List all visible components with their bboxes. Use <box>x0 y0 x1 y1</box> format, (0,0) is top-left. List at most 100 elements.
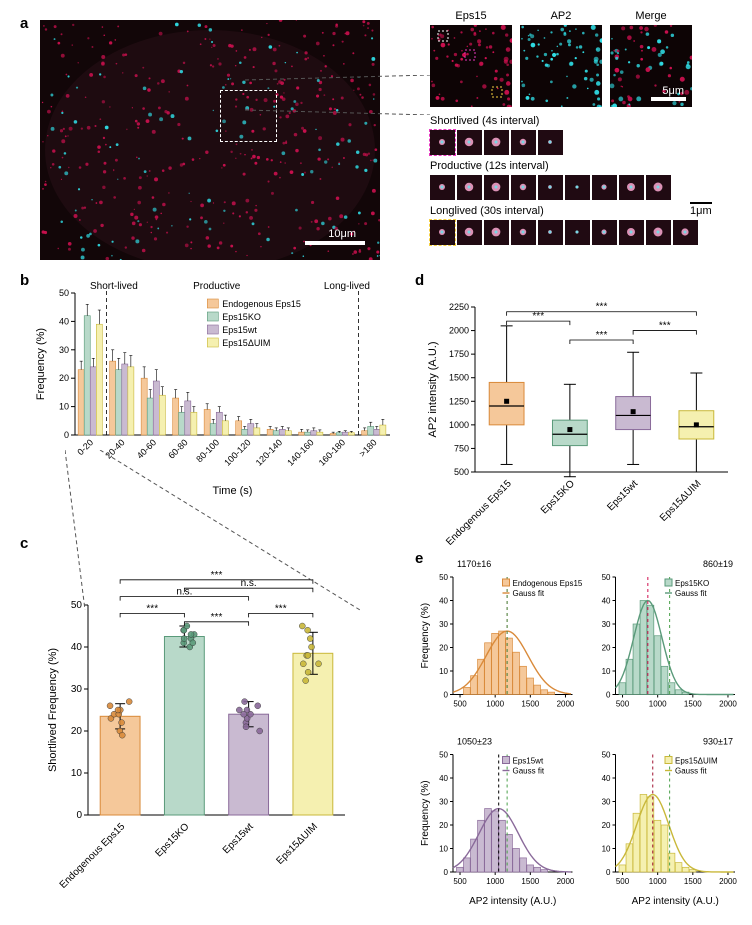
figure-root: a 10μm Eps15 AP2 Merge 5μm Shortlived (4… <box>10 10 742 915</box>
svg-text:20: 20 <box>602 821 611 830</box>
panel-b-label: b <box>20 272 29 289</box>
svg-text:1000: 1000 <box>649 877 667 886</box>
svg-text:10: 10 <box>59 402 69 412</box>
svg-text:1000: 1000 <box>649 700 667 709</box>
svg-text:40: 40 <box>59 316 69 326</box>
main-scale-bar <box>305 241 365 245</box>
svg-text:20: 20 <box>439 821 448 830</box>
box-plot: 500750100012501500175020002250AP2 intens… <box>420 272 740 547</box>
svg-text:Long-lived: Long-lived <box>324 281 370 292</box>
svg-text:***: *** <box>532 311 544 322</box>
connector-lines <box>245 75 430 115</box>
svg-text:1500: 1500 <box>521 877 539 886</box>
svg-text:1250: 1250 <box>449 396 469 406</box>
zoom-eps15 <box>430 25 512 107</box>
svg-text:Eps15wt: Eps15wt <box>605 478 640 513</box>
svg-text:AP2 intensity (A.U.): AP2 intensity (A.U.) <box>632 896 719 907</box>
microscopy-main-image: 10μm <box>40 20 380 260</box>
zoom-label-eps15: Eps15 <box>430 10 512 22</box>
frames-productive <box>430 175 671 200</box>
svg-text:0: 0 <box>444 691 449 700</box>
row1-label: Shortlived (4s interval) <box>430 115 539 127</box>
svg-text:40: 40 <box>439 774 448 783</box>
svg-text:0: 0 <box>606 868 611 877</box>
svg-text:20: 20 <box>71 726 83 737</box>
svg-text:Eps15KO: Eps15KO <box>222 312 261 322</box>
svg-text:30: 30 <box>71 684 83 695</box>
svg-text:930±17: 930±17 <box>703 737 733 747</box>
svg-text:50: 50 <box>602 751 611 760</box>
zoom-scale-bar <box>651 97 686 101</box>
svg-text:1170±16: 1170±16 <box>457 559 491 569</box>
svg-text:Frequency (%): Frequency (%) <box>420 780 431 846</box>
zoom-label-ap2: AP2 <box>520 10 602 22</box>
svg-text:Shortlived Frequency (%): Shortlived Frequency (%) <box>47 648 59 772</box>
svg-text:Eps15ΔUIM: Eps15ΔUIM <box>658 478 704 524</box>
svg-text:***: *** <box>596 302 608 313</box>
svg-text:40: 40 <box>71 642 83 653</box>
svg-text:50: 50 <box>439 751 448 760</box>
svg-text:Eps15wt: Eps15wt <box>221 821 256 856</box>
svg-text:40: 40 <box>602 597 611 606</box>
svg-text:0: 0 <box>444 868 449 877</box>
svg-text:Eps15ΔUIM: Eps15ΔUIM <box>222 338 270 348</box>
svg-text:1500: 1500 <box>449 373 469 383</box>
svg-text:20: 20 <box>59 373 69 383</box>
svg-text:Frequency (%): Frequency (%) <box>420 603 431 669</box>
gaussian-histograms: 01020304050500100015002000Frequency (%)1… <box>418 555 743 910</box>
zoom-merge: 5μm <box>610 25 692 107</box>
svg-text:20: 20 <box>439 644 448 653</box>
svg-text:2000: 2000 <box>719 877 737 886</box>
svg-text:30: 30 <box>439 798 448 807</box>
panel-a-label: a <box>20 15 28 32</box>
svg-text:Eps15KO: Eps15KO <box>675 579 709 588</box>
svg-text:Eps15wt: Eps15wt <box>222 325 257 335</box>
svg-text:1500: 1500 <box>684 877 702 886</box>
svg-text:20: 20 <box>602 644 611 653</box>
main-scale-label: 10μm <box>328 228 356 240</box>
panel-c-label: c <box>20 535 28 552</box>
svg-text:2000: 2000 <box>557 700 575 709</box>
row3-label: Longlived (30s interval) <box>430 205 544 217</box>
svg-text:500: 500 <box>453 700 467 709</box>
svg-text:1050±23: 1050±23 <box>457 737 492 747</box>
svg-text:Gauss fit: Gauss fit <box>513 589 545 598</box>
frames-shortlived <box>430 130 563 155</box>
svg-text:500: 500 <box>616 700 630 709</box>
svg-text:Eps15wt: Eps15wt <box>513 757 544 766</box>
svg-text:AP2 intensity (A.U.): AP2 intensity (A.U.) <box>469 896 556 907</box>
svg-text:1000: 1000 <box>486 877 504 886</box>
svg-text:500: 500 <box>453 877 467 886</box>
svg-text:2000: 2000 <box>557 877 575 886</box>
svg-text:50: 50 <box>439 573 448 582</box>
svg-text:40: 40 <box>602 774 611 783</box>
svg-text:Eps15KO: Eps15KO <box>153 821 191 859</box>
connector-b-c <box>65 450 385 620</box>
svg-text:Endogenous Eps15: Endogenous Eps15 <box>444 478 514 547</box>
svg-text:Eps15KO: Eps15KO <box>539 478 577 516</box>
svg-text:50: 50 <box>59 288 69 298</box>
svg-text:30: 30 <box>439 620 448 629</box>
svg-text:0: 0 <box>64 430 69 440</box>
svg-text:0: 0 <box>606 691 611 700</box>
svg-text:Productive: Productive <box>193 281 241 292</box>
svg-text:50: 50 <box>602 573 611 582</box>
svg-text:10: 10 <box>439 845 448 854</box>
svg-text:40: 40 <box>439 597 448 606</box>
svg-text:30: 30 <box>59 345 69 355</box>
frame-scale-label: 1μm <box>690 205 712 217</box>
svg-text:2000: 2000 <box>719 700 737 709</box>
svg-text:30: 30 <box>602 620 611 629</box>
svg-text:Gauss fit: Gauss fit <box>675 767 707 776</box>
svg-text:1000: 1000 <box>449 420 469 430</box>
svg-text:0: 0 <box>76 810 82 821</box>
svg-text:Endogenous Eps15: Endogenous Eps15 <box>513 579 583 588</box>
svg-text:1750: 1750 <box>449 349 469 359</box>
svg-text:2000: 2000 <box>449 326 469 336</box>
row2-label: Productive (12s interval) <box>430 160 549 172</box>
svg-text:Gauss fit: Gauss fit <box>675 589 707 598</box>
svg-text:***: *** <box>659 321 671 332</box>
svg-text:1000: 1000 <box>486 700 504 709</box>
svg-text:Endogenous Eps15: Endogenous Eps15 <box>222 299 301 309</box>
svg-text:Frequency (%): Frequency (%) <box>35 328 47 400</box>
